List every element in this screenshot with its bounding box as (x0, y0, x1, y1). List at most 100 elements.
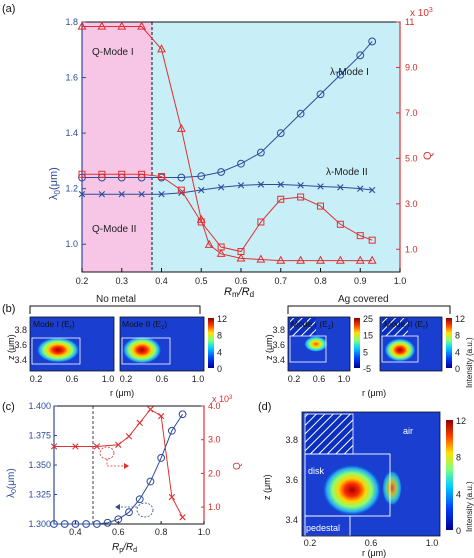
y-left-tick-label-a: 1.8 (65, 17, 78, 27)
panel-b-axis-ticks: 3.83.63.43.83.63.40.2 0.6 1.0 0.2 0.6 1.0 0.2 0… (14, 325, 350, 384)
panel-c-multiplier: x 103 (212, 394, 233, 404)
series-line-triangle (82, 26, 373, 262)
data-point-c-x (93, 443, 101, 450)
data-point-square (277, 195, 285, 203)
colorbar-tick-label: 15 (363, 331, 373, 341)
data-point-x (297, 182, 304, 189)
data-point-x (368, 186, 376, 194)
panel-c-series (50, 406, 187, 528)
x-tick-label-c: 0.8 (155, 527, 168, 537)
qmode1-annotation: Q-Mode I (92, 47, 134, 58)
y-right-tick-label-a: 1.0 (405, 244, 418, 254)
panel-d-map (301, 411, 441, 537)
data-point-x (317, 183, 324, 190)
panel-a-ticks: 0.2 0.3 0.4 0.5 0.6 0.7 0.8 0.9 1.0 1.0 1.2 1.4 1.6 1… (65, 17, 417, 286)
x-tick-label-a: 0.3 (115, 276, 128, 286)
colorbar-tick-label: 4 (455, 347, 460, 357)
colorbar-b-right (446, 318, 452, 368)
data-point-circle (296, 109, 305, 118)
colorbar-tick-label: 8 (456, 453, 461, 463)
data-point-c-x (125, 433, 133, 440)
series-line-x (82, 184, 373, 195)
data-point-square (118, 170, 126, 178)
data-point-square (356, 232, 364, 240)
data-point-triangle (335, 255, 345, 264)
data-point-c-circle (92, 520, 101, 528)
field-map-ag-mode1 (287, 316, 351, 372)
data-point-x (158, 191, 165, 198)
b-x-tick-label: 0.2 (30, 374, 43, 384)
data-point-square (297, 193, 305, 201)
data-point-c-circle (178, 410, 187, 419)
b-x-tick-label-ag: 0.2 (288, 374, 301, 384)
panel-c-xlabel: Rp/Rd (112, 542, 137, 554)
data-point-x (357, 185, 364, 192)
no-metal-region (82, 22, 152, 272)
data-point-triangle (236, 253, 246, 262)
data-point-square (197, 218, 205, 226)
data-point-square (336, 220, 344, 228)
q-arrow-head (124, 463, 129, 469)
data-point-triangle (216, 248, 226, 257)
data-point-square (98, 170, 106, 178)
colorbar-tick-label: 8 (217, 331, 222, 341)
panel-a-series (77, 21, 377, 264)
d-x-tick-label: 0.2 (304, 538, 317, 548)
panel-c-ticks: 0.4 0.6 0.8 1.0 1.400 1.375 1.350 1.325 1.300 4.0… (28, 401, 220, 537)
data-point-c-x (115, 441, 122, 448)
y-left-tick-label-a: 1.6 (65, 73, 78, 83)
x-tick-label-c: 0.6 (112, 527, 125, 537)
x-tick-label-a: 0.2 (76, 276, 89, 286)
panel-c-ylabel-right: Q (232, 462, 243, 470)
data-point-x (118, 191, 125, 198)
panel-b-ylabel-left: z (μm) (6, 334, 16, 360)
b-x-tick-label: 1.0 (102, 374, 115, 384)
data-point-circle (256, 148, 265, 157)
panel-d-axis-ticks: 3.8 3.6 3.4 0.2 0.6 1.0 (285, 435, 438, 548)
data-point-x (237, 182, 245, 189)
no-metal-title: No metal (96, 294, 136, 305)
data-point-square (217, 243, 225, 251)
y-right-tick-label-a: 3.0 (405, 199, 418, 209)
data-point-triangle (256, 254, 266, 263)
b-x-tick-label: 0.6 (156, 374, 169, 384)
y-left-tick-label-c: 1.325 (28, 490, 51, 500)
data-point-triangle (176, 123, 186, 132)
colorbar-b-right-ticks: 12 8 4 0 (455, 314, 465, 374)
b-y-tick-label-right: 3.6 (272, 340, 285, 350)
colorbar-tick-label: 0 (456, 526, 461, 536)
data-point-square (368, 236, 376, 244)
data-point-x (138, 191, 145, 198)
panel-c-plot: 0.4 0.6 0.8 1.0 1.400 1.375 1.350 1.325 1.300 4.0… (28, 401, 220, 537)
data-point-square (177, 186, 185, 194)
region-pedestal-label: pedestal (306, 523, 340, 533)
map1-label: Mode I (Er) (33, 319, 75, 331)
d-x-tick-label: 1.0 (426, 538, 439, 548)
b-y-tick-label-left: 3.6 (14, 340, 27, 350)
colorbar-tick-label: 12 (217, 314, 227, 324)
panel-a-plot: 0.2 0.3 0.4 0.5 0.6 0.7 0.8 0.9 1.0 1.0 1.2 1.4 1.6 1… (65, 17, 417, 286)
ag-covered-bracket (287, 305, 451, 314)
y-left-tick-label-a: 1.2 (65, 184, 78, 194)
x-tick-label-a: 0.4 (155, 276, 168, 286)
colorbar-tick-label: -5 (363, 364, 371, 374)
y-right-tick-label-c: 3.0 (208, 435, 221, 445)
y-right-tick-label-a: 11 (405, 17, 414, 27)
data-point-c-circle (167, 426, 176, 435)
panel-b-xlabel-left: r (μm) (110, 388, 134, 398)
region-air-label: air (403, 426, 413, 436)
data-point-triangle (296, 255, 306, 264)
data-point-x (217, 184, 225, 191)
data-point-circle (368, 37, 377, 46)
data-point-circle (237, 159, 245, 168)
panel-c-ylabel-left: λ0(μm) (6, 468, 18, 498)
x-tick-label-c: 1.0 (198, 527, 211, 537)
data-point-triangle (276, 255, 286, 264)
data-point-circle (316, 90, 325, 99)
x-tick-label-a: 0.8 (314, 276, 327, 286)
no-metal-bracket (29, 305, 201, 314)
colorbar-tick-label: 0 (217, 364, 222, 374)
colorbar-tick-label: 12 (455, 314, 465, 324)
x-tick-label-a: 0.9 (354, 276, 367, 286)
